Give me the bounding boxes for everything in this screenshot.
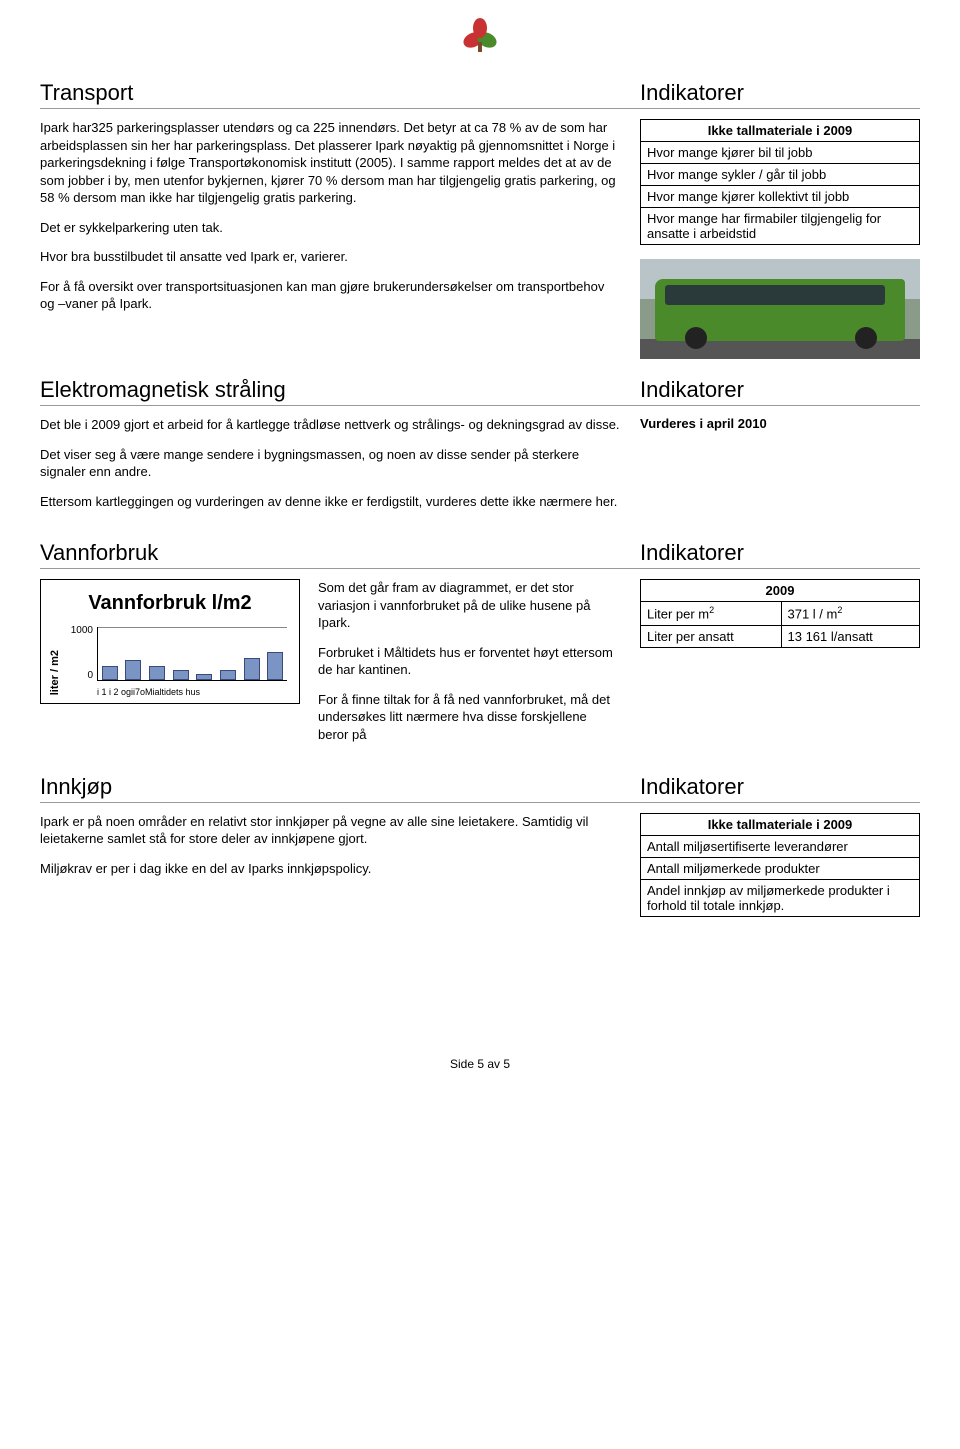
table-header: 2009 — [641, 580, 920, 602]
ytick: 1000 — [63, 625, 93, 636]
chart-plot — [97, 627, 287, 681]
chart-bar — [149, 666, 165, 680]
indicator-row: Hvor mange kjører bil til jobb — [641, 142, 920, 164]
indicator-row: Hvor mange kjører kollektivt til jobb — [641, 186, 920, 208]
bus-photo — [640, 259, 920, 359]
paragraph: Det er sykkelparkering uten tak. — [40, 219, 620, 237]
indicator-row: Andel innkjøp av miljømerkede produkter … — [641, 879, 920, 916]
chart-bar — [125, 660, 141, 680]
paragraph: Miljøkrav er per i dag ikke en del av Ip… — [40, 860, 620, 878]
innkjop-title: Innkjøp — [40, 774, 112, 800]
section-innkjop: Innkjøp Indikatorer Ipark er på noen omr… — [40, 774, 920, 917]
chart-bar — [196, 674, 212, 680]
paragraph: Ettersom kartleggingen og vurderingen av… — [40, 493, 620, 511]
transport-title: Transport — [40, 80, 133, 106]
paragraph: Hvor bra busstilbudet til ansatte ved Ip… — [40, 248, 620, 266]
innkjop-indicators-title: Indikatorer — [640, 774, 920, 800]
chart-bar — [173, 670, 189, 680]
chart-bar — [102, 666, 118, 680]
innkjop-text: Ipark er på noen områder en relativt sto… — [40, 813, 620, 917]
indicator-row: Hvor mange sykler / går til jobb — [641, 164, 920, 186]
chart-title: Vannforbruk l/m2 — [49, 592, 291, 615]
chart-yticks: 1000 0 — [63, 625, 93, 681]
chart-bar — [244, 658, 260, 680]
paragraph: Ipark er på noen områder en relativt sto… — [40, 813, 620, 848]
indicator-row: Hvor mange har firmabiler tilgjengelig f… — [641, 208, 920, 245]
section-vann: Vannforbruk Indikatorer Vannforbruk l/m2… — [40, 540, 920, 755]
paragraph: For å finne tiltak for å få ned vannforb… — [318, 691, 620, 744]
innkjop-indicator-table: Ikke tallmateriale i 2009 Antall miljøse… — [640, 813, 920, 917]
table-cell: Liter per ansatt — [641, 625, 782, 647]
em-indicators-title: Indikatorer — [640, 377, 920, 403]
logo — [40, 0, 920, 62]
vann-indicators-title: Indikatorer — [640, 540, 920, 566]
indicator-row: Antall miljømerkede produkter — [641, 857, 920, 879]
paragraph: Forbruket i Måltidets hus er forventet h… — [318, 644, 620, 679]
paragraph: Som det går fram av diagrammet, er det s… — [318, 579, 620, 632]
vann-data-table: 2009 Liter per m2 371 l / m2 Liter per a… — [640, 579, 920, 647]
indicator-row: Antall miljøsertifiserte leverandører — [641, 835, 920, 857]
em-title: Elektromagnetisk stråling — [40, 377, 286, 403]
em-indicator-note: Vurderes i april 2010 — [640, 416, 920, 431]
vann-title: Vannforbruk — [40, 540, 158, 566]
table-cell: Liter per m2 — [641, 602, 782, 625]
table-cell: 371 l / m2 — [781, 602, 920, 625]
chart-ylabel: liter / m2 — [49, 650, 61, 695]
table-cell: 13 161 l/ansatt — [781, 625, 920, 647]
indicator-header: Ikke tallmateriale i 2009 — [641, 813, 920, 835]
ytick: 0 — [63, 670, 93, 681]
vann-text: Som det går fram av diagrammet, er det s… — [318, 579, 620, 755]
section-transport: Transport Indikatorer Ipark har325 parke… — [40, 80, 920, 359]
section-em: Elektromagnetisk stråling Indikatorer De… — [40, 377, 920, 522]
chart-bar — [220, 670, 236, 680]
transport-indicators-title: Indikatorer — [640, 80, 920, 106]
paragraph: Ipark har325 parkeringsplasser utendørs … — [40, 119, 620, 207]
paragraph: For å få oversikt over transportsituasjo… — [40, 278, 620, 313]
paragraph: Det viser seg å være mange sendere i byg… — [40, 446, 620, 481]
page-footer: Side 5 av 5 — [40, 1057, 920, 1071]
vann-chart: Vannforbruk l/m2 liter / m2 1000 0 — [40, 579, 300, 704]
paragraph: Det ble i 2009 gjort et arbeid for å kar… — [40, 416, 620, 434]
chart-bar — [267, 652, 283, 680]
chart-xlabel: i 1 i 2 ogii7oMialtidets hus — [97, 687, 287, 697]
em-text: Det ble i 2009 gjort et arbeid for å kar… — [40, 416, 620, 522]
transport-indicator-table: Ikke tallmateriale i 2009 Hvor mange kjø… — [640, 119, 920, 245]
transport-text: Ipark har325 parkeringsplasser utendørs … — [40, 119, 620, 359]
indicator-header: Ikke tallmateriale i 2009 — [641, 120, 920, 142]
